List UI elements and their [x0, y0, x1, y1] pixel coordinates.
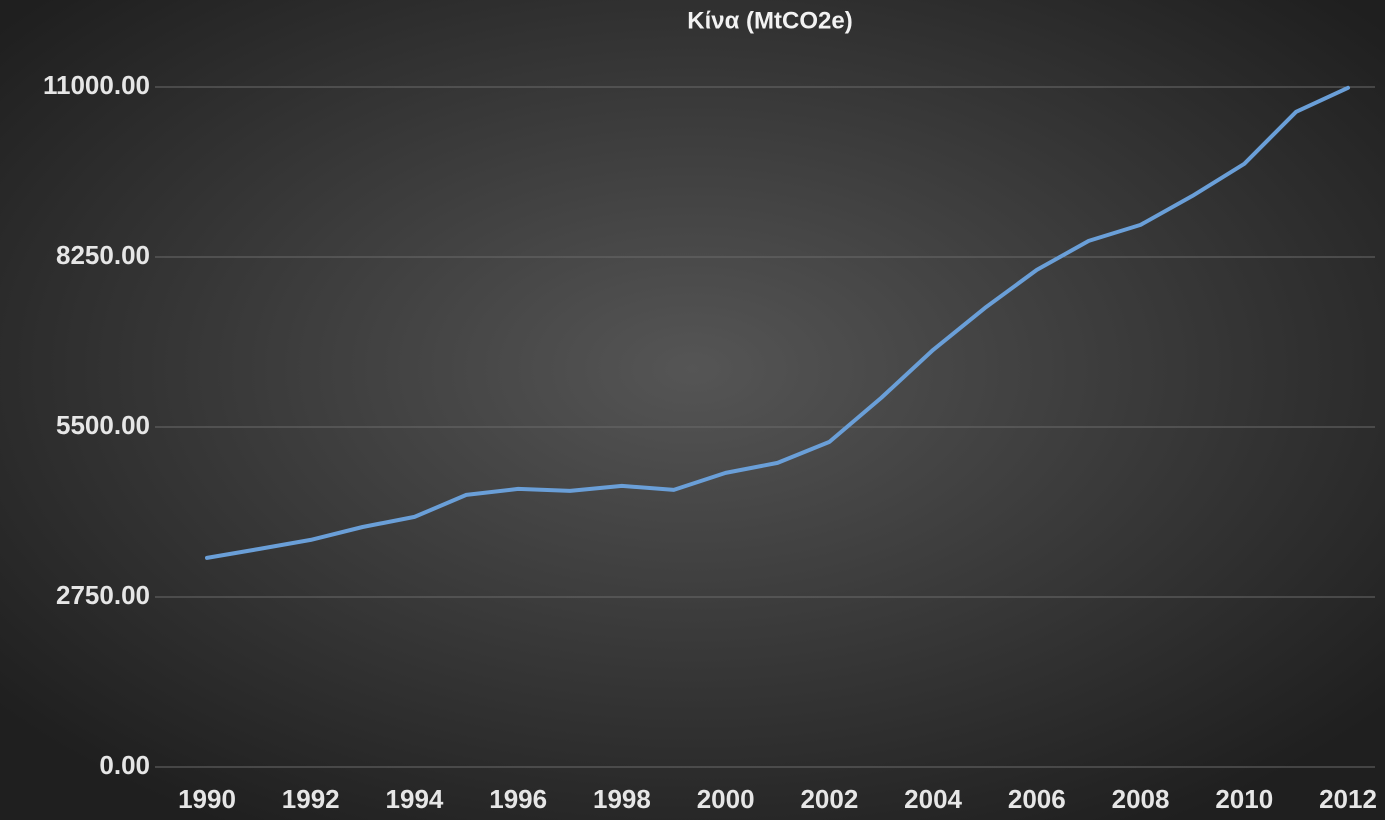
x-tick-label: 2004: [904, 784, 962, 814]
x-tick-label: 2008: [1112, 784, 1170, 814]
y-tick-label: 8250.00: [56, 240, 150, 270]
x-tick-label: 2002: [800, 784, 858, 814]
x-tick-label: 2012: [1319, 784, 1377, 814]
x-tick-label: 2006: [1008, 784, 1066, 814]
data-line: [205, 85, 1350, 560]
y-tick-label: 11000.00: [43, 70, 150, 100]
x-tick-label: 2010: [1215, 784, 1273, 814]
x-tick-label: 1990: [178, 784, 236, 814]
y-tick-label: 0.00: [99, 750, 150, 780]
y-tick-label: 5500.00: [56, 410, 150, 440]
chart-title: Κίνα (MtCO2e): [687, 7, 852, 34]
x-tick-label: 1996: [489, 784, 547, 814]
x-tick-label: 1992: [282, 784, 340, 814]
x-tick-label: 1994: [386, 784, 444, 814]
x-tick-label: 1998: [593, 784, 651, 814]
y-tick-label: 2750.00: [56, 580, 150, 610]
x-tick-label: 2000: [697, 784, 755, 814]
